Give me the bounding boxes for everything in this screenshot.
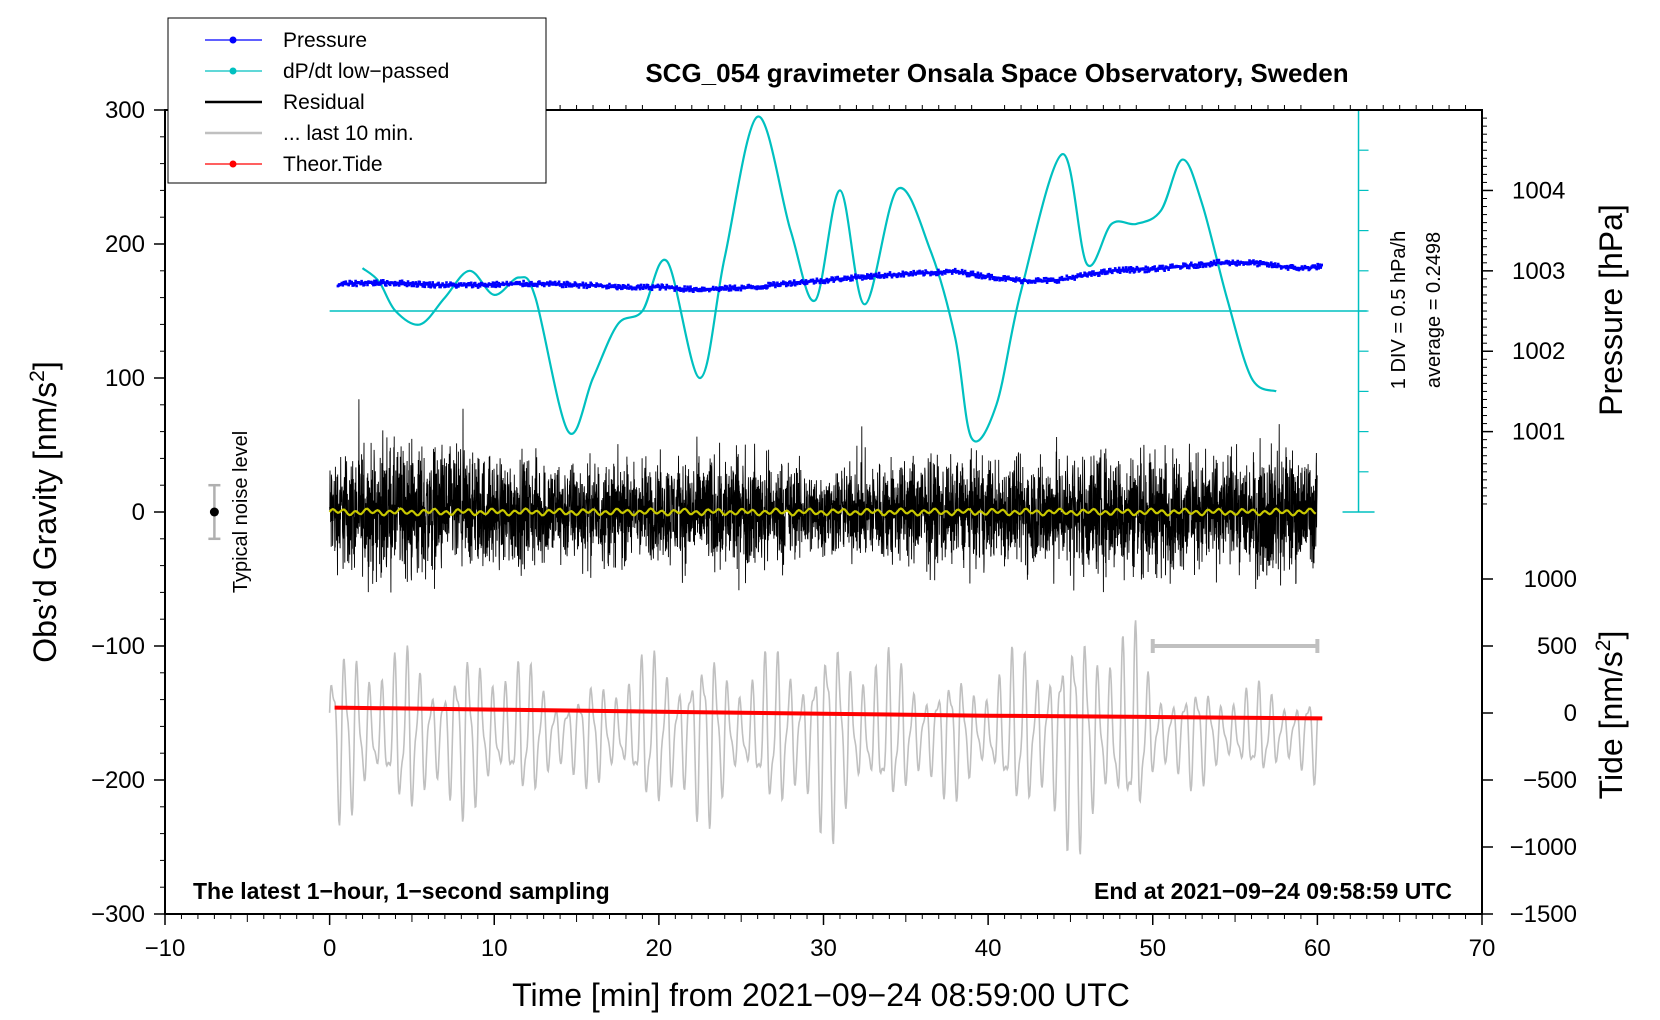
dpdt-curve bbox=[361, 115, 1277, 443]
legend-swatch-dot bbox=[229, 36, 237, 44]
dpdt-series bbox=[329, 115, 1367, 443]
dpdt-average-label: average = 0.2498 bbox=[1423, 232, 1445, 388]
dpdt-scale-bar bbox=[1150, 109, 1375, 653]
y-tick-label: 300 bbox=[105, 97, 145, 124]
legend-label: ... last 10 min. bbox=[283, 122, 414, 145]
tide-tick-label: 0 bbox=[1564, 700, 1577, 727]
tide-tick-label: −1000 bbox=[1510, 834, 1577, 861]
chart-title: SCG_054 gravimeter Onsala Space Observat… bbox=[645, 58, 1348, 88]
pressure-tick-label: 1002 bbox=[1512, 338, 1565, 365]
y-axis-title-pressure: Pressure [hPa] bbox=[1593, 204, 1629, 416]
legend-label: dP/dt low−passed bbox=[283, 60, 449, 83]
residual-smoothed-line bbox=[328, 507, 1317, 517]
y-axis-title-left: Obs’d Gravity [nm/s2] bbox=[26, 361, 63, 663]
footer-right: End at 2021−09−24 09:58:59 UTC bbox=[1094, 878, 1452, 904]
y-tick-label: −100 bbox=[91, 633, 145, 660]
legend-swatch-dot bbox=[229, 67, 237, 75]
pressure-series bbox=[336, 258, 1323, 293]
legend-swatch-dot bbox=[229, 160, 237, 168]
tide-tick-label: −1500 bbox=[1510, 901, 1577, 928]
noise-dot bbox=[209, 507, 219, 517]
y-axis-title-left-main: Obs’d Gravity [nm/s bbox=[27, 382, 63, 663]
x-tick-label: 60 bbox=[1304, 935, 1331, 962]
last-10-min-series bbox=[328, 620, 1319, 855]
x-tick-label: 40 bbox=[975, 935, 1002, 962]
y-axis-title-left-close: ] bbox=[27, 361, 63, 370]
theoretical-tide-line bbox=[334, 705, 1323, 721]
tide-tick-label: 500 bbox=[1537, 633, 1577, 660]
last-10-min-line bbox=[328, 620, 1319, 855]
residual-line bbox=[329, 399, 1318, 593]
residual-smoothed-series bbox=[328, 507, 1317, 517]
y-tick-label: −200 bbox=[91, 767, 145, 794]
y-axis-title-tide: Tide [nm/s2] bbox=[1592, 631, 1629, 800]
x-tick-label: −10 bbox=[145, 935, 186, 962]
footer-left: The latest 1−hour, 1−second sampling bbox=[193, 878, 610, 904]
noise-label: Typical noise level bbox=[230, 431, 252, 593]
pressure-tick-label: 1003 bbox=[1512, 258, 1565, 285]
tide-tick-label: −500 bbox=[1523, 767, 1577, 794]
y-tick-label: 200 bbox=[105, 231, 145, 258]
y-tick-label: 100 bbox=[105, 365, 145, 392]
legend-label: Residual bbox=[283, 91, 365, 114]
pressure-dots bbox=[336, 258, 1323, 293]
x-tick-label: 10 bbox=[481, 935, 508, 962]
y-axis-title-tide-main: Tide [nm/s bbox=[1593, 651, 1629, 799]
x-tick-label: 0 bbox=[323, 935, 336, 962]
legend: Pressure dP/dt low−passed Residual ... last… bbox=[167, 17, 547, 184]
x-tick-label: 30 bbox=[810, 935, 837, 962]
legend-label: Theor.Tide bbox=[283, 153, 383, 176]
legend-label: Pressure bbox=[283, 29, 367, 52]
y-tick-label: 0 bbox=[132, 499, 145, 526]
dpdt-div-label: 1 DIV = 0.5 hPa/h bbox=[1388, 231, 1410, 389]
y-axis-title-left-sup: 2 bbox=[26, 370, 49, 382]
tide-tick-label: 1000 bbox=[1524, 566, 1577, 593]
axes: −10 0 10 20 30 40 50 60 703002001000−100−200−300… bbox=[91, 97, 1577, 962]
y-tick-label: −300 bbox=[91, 901, 145, 928]
legend-box bbox=[167, 17, 547, 184]
x-tick-label: 20 bbox=[646, 935, 673, 962]
pressure-tick-label: 1001 bbox=[1512, 419, 1565, 446]
noise-indicator bbox=[208, 483, 221, 541]
x-tick-label: 70 bbox=[1469, 935, 1496, 962]
x-tick-label: 50 bbox=[1139, 935, 1166, 962]
y-axis-title-tide-sup: 2 bbox=[1592, 640, 1615, 652]
x-axis-title: Time [min] from 2021−09−24 08:59:00 UTC bbox=[512, 977, 1130, 1013]
pressure-tick-label: 1004 bbox=[1512, 177, 1565, 204]
residual-series bbox=[329, 399, 1318, 593]
theoretical-tide-series bbox=[334, 705, 1323, 721]
y-axis-title-tide-close: ] bbox=[1593, 631, 1629, 640]
